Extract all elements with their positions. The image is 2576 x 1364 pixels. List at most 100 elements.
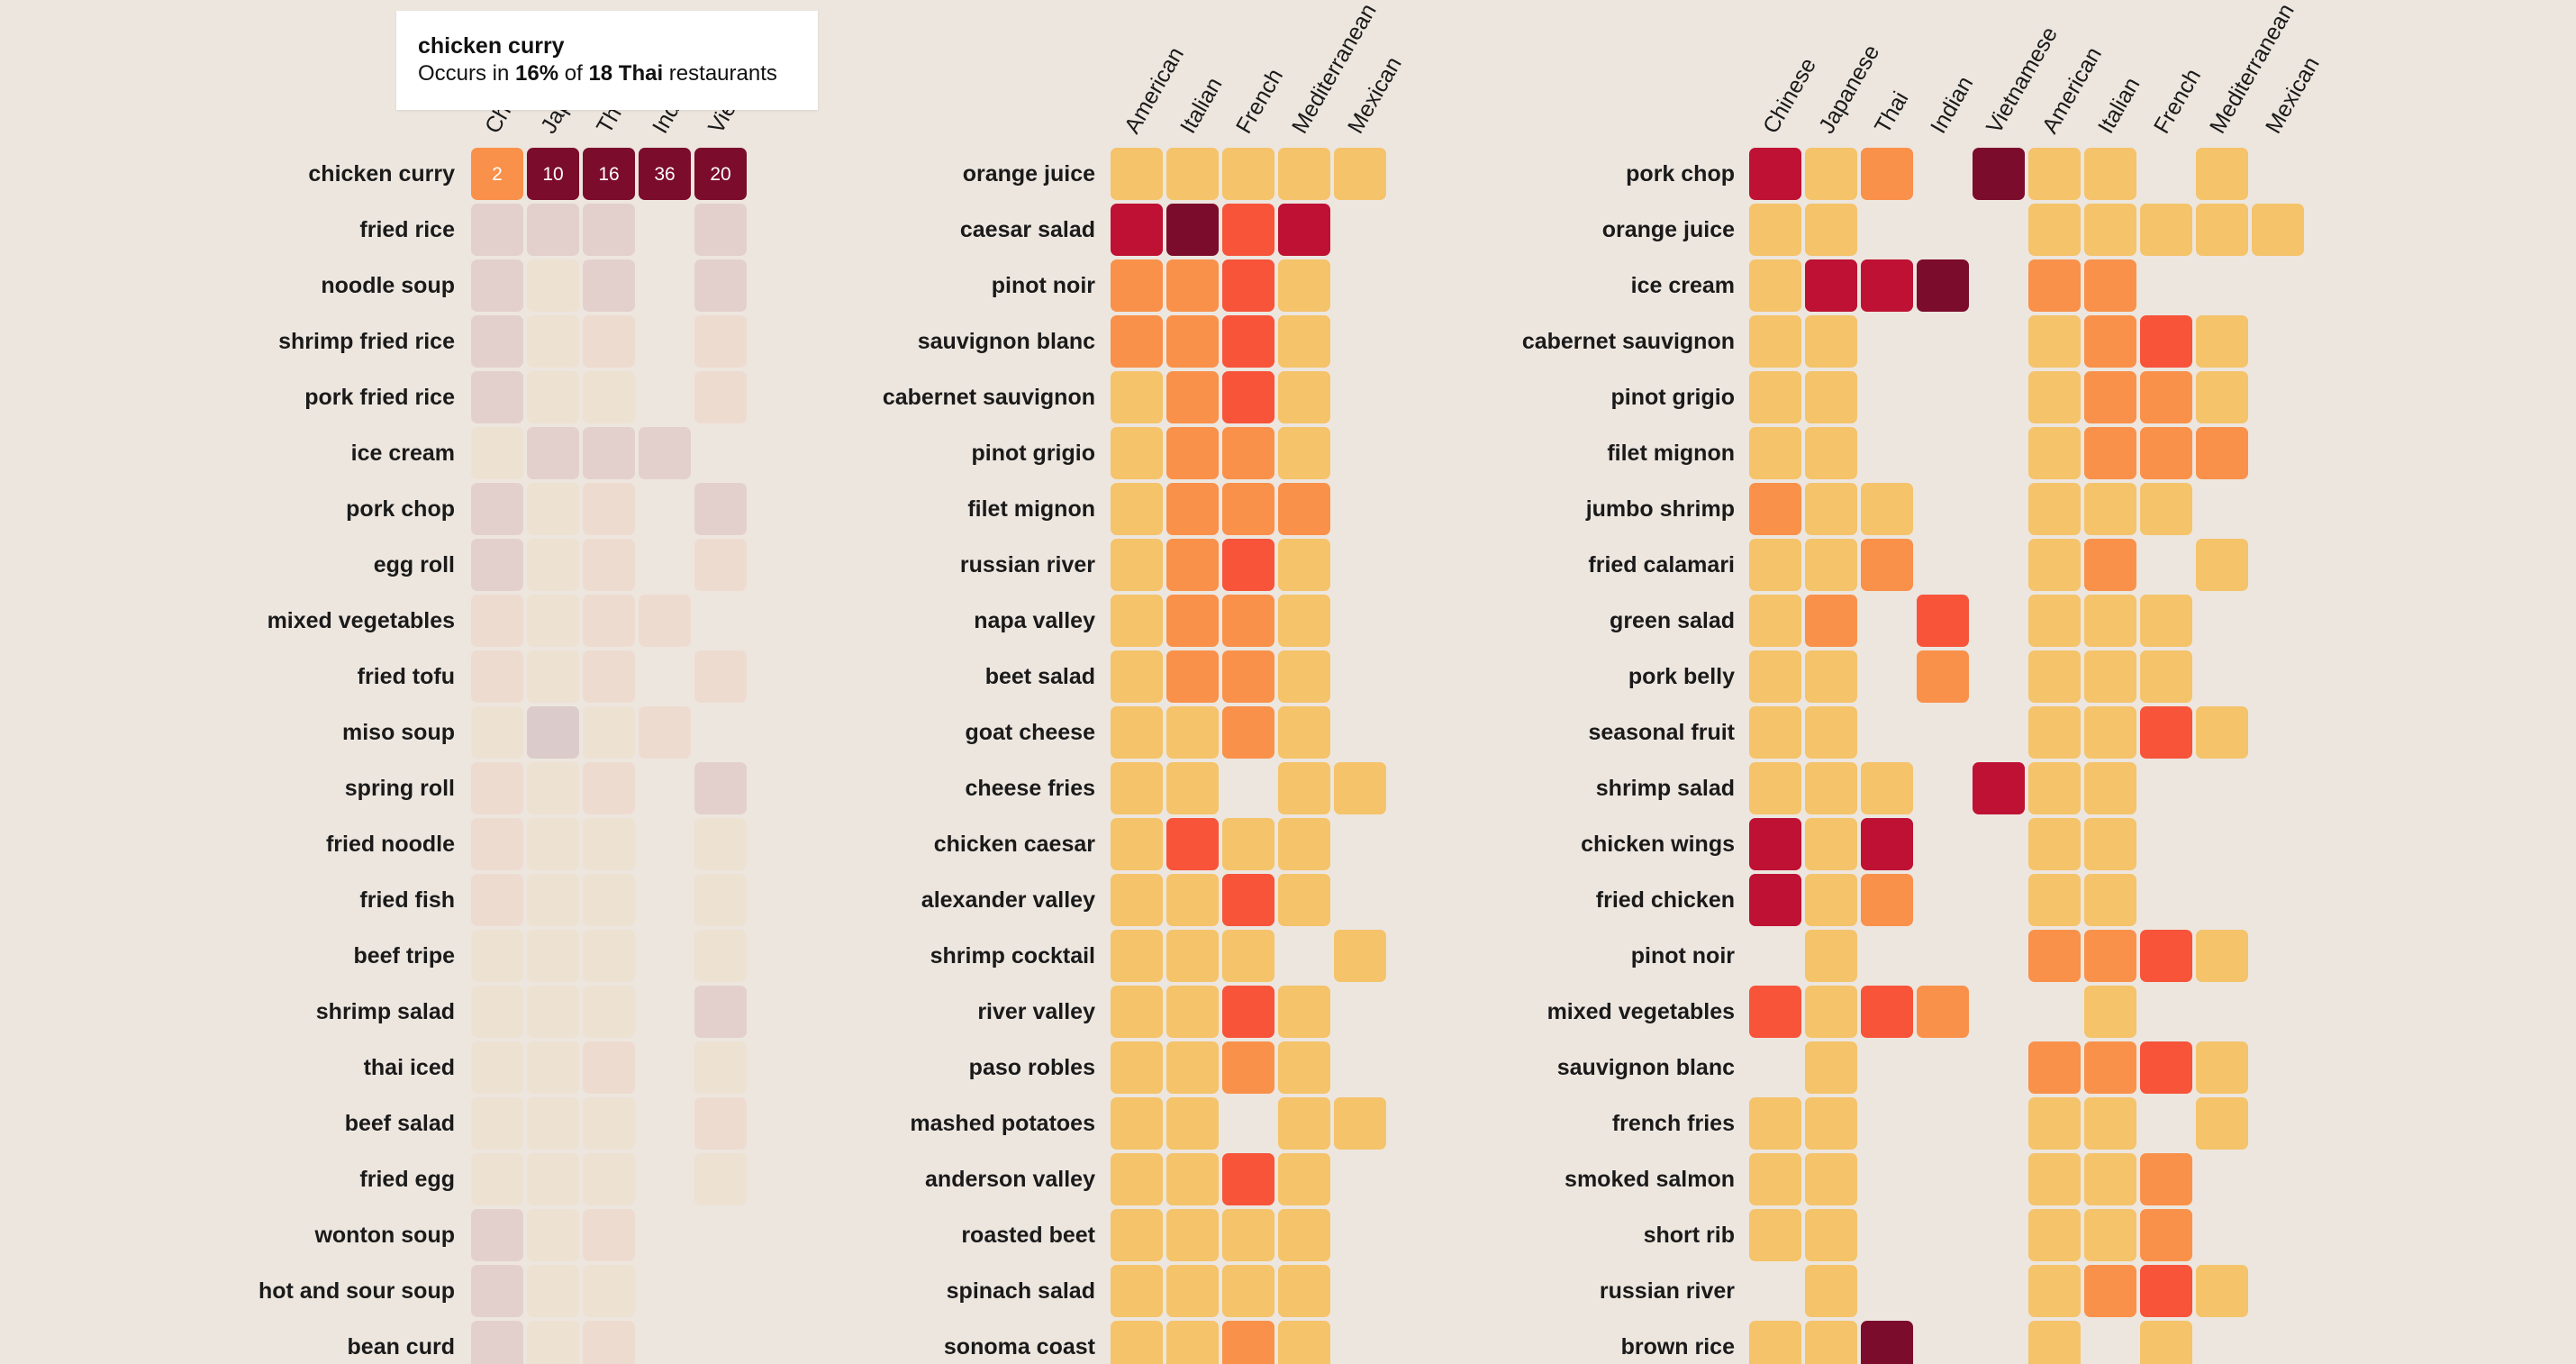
cell-shrimp-fried-rice-japanese[interactable] bbox=[527, 315, 579, 368]
cell-alexander-valley-mediterranean[interactable] bbox=[1278, 874, 1330, 926]
cell-pinot-noir-american[interactable] bbox=[2028, 930, 2081, 982]
cell-noodle-soup-vietnamese[interactable] bbox=[694, 259, 747, 312]
cell-jumbo-shrimp-italian[interactable] bbox=[2084, 483, 2136, 535]
cell-russian-river-american[interactable] bbox=[1111, 539, 1163, 591]
cell-ice-cream-italian[interactable] bbox=[2084, 259, 2136, 312]
cell-french-fries-chinese[interactable] bbox=[1749, 1097, 1801, 1150]
cell-green-salad-japanese[interactable] bbox=[1805, 595, 1857, 647]
cell-russian-river-italian[interactable] bbox=[2084, 1265, 2136, 1317]
cell-ice-cream-thai[interactable] bbox=[1861, 259, 1913, 312]
cell-smoked-salmon-american[interactable] bbox=[2028, 1153, 2081, 1205]
cell-thai-iced-thai[interactable] bbox=[583, 1041, 635, 1094]
cell-fried-noodle-japanese[interactable] bbox=[527, 818, 579, 870]
cell-filet-mignon-american[interactable] bbox=[1111, 483, 1163, 535]
cell-beet-salad-mediterranean[interactable] bbox=[1278, 650, 1330, 703]
cell-orange-juice-mediterranean[interactable] bbox=[2196, 204, 2248, 256]
cell-alexander-valley-american[interactable] bbox=[1111, 874, 1163, 926]
cell-filet-mignon-mediterranean[interactable] bbox=[1278, 483, 1330, 535]
cell-wonton-soup-japanese[interactable] bbox=[527, 1209, 579, 1261]
cell-anderson-valley-american[interactable] bbox=[1111, 1153, 1163, 1205]
cell-cabernet-sauvignon-italian[interactable] bbox=[1166, 371, 1219, 423]
cell-orange-juice-french[interactable] bbox=[2140, 204, 2192, 256]
cell-mashed-potatoes-mediterranean[interactable] bbox=[1278, 1097, 1330, 1150]
cell-shrimp-cocktail-italian[interactable] bbox=[1166, 930, 1219, 982]
cell-green-salad-indian[interactable] bbox=[1917, 595, 1969, 647]
cell-fried-chicken-thai[interactable] bbox=[1861, 874, 1913, 926]
cell-shrimp-cocktail-french[interactable] bbox=[1222, 930, 1274, 982]
cell-pork-fried-rice-thai[interactable] bbox=[583, 371, 635, 423]
cell-french-fries-japanese[interactable] bbox=[1805, 1097, 1857, 1150]
cell-sauvignon-blanc-mediterranean[interactable] bbox=[2196, 1041, 2248, 1094]
cell-pork-belly-italian[interactable] bbox=[2084, 650, 2136, 703]
cell-pork-chop-mediterranean[interactable] bbox=[2196, 148, 2248, 200]
cell-chicken-curry-chinese[interactable] bbox=[471, 148, 523, 200]
cell-green-salad-chinese[interactable] bbox=[1749, 595, 1801, 647]
cell-pork-chop-chinese[interactable] bbox=[471, 483, 523, 535]
cell-goat-cheese-italian[interactable] bbox=[1166, 706, 1219, 759]
cell-pork-chop-thai[interactable] bbox=[583, 483, 635, 535]
cell-mixed-vegetables-thai[interactable] bbox=[583, 595, 635, 647]
cell-shrimp-cocktail-american[interactable] bbox=[1111, 930, 1163, 982]
cell-caesar-salad-italian[interactable] bbox=[1166, 204, 1219, 256]
cell-pork-chop-vietnamese[interactable] bbox=[1973, 148, 2025, 200]
cell-beef-salad-vietnamese[interactable] bbox=[694, 1097, 747, 1150]
cell-miso-soup-japanese[interactable] bbox=[527, 706, 579, 759]
cell-spring-roll-thai[interactable] bbox=[583, 762, 635, 814]
cell-russian-river-mediterranean[interactable] bbox=[1278, 539, 1330, 591]
cell-sonoma-coast-french[interactable] bbox=[1222, 1321, 1274, 1364]
cell-chicken-wings-italian[interactable] bbox=[2084, 818, 2136, 870]
cell-spinach-salad-mediterranean[interactable] bbox=[1278, 1265, 1330, 1317]
cell-shrimp-salad-chinese[interactable] bbox=[471, 986, 523, 1038]
cell-filet-mignon-french[interactable] bbox=[1222, 483, 1274, 535]
cell-caesar-salad-french[interactable] bbox=[1222, 204, 1274, 256]
cell-chicken-wings-american[interactable] bbox=[2028, 818, 2081, 870]
cell-fried-tofu-thai[interactable] bbox=[583, 650, 635, 703]
cell-beef-salad-chinese[interactable] bbox=[471, 1097, 523, 1150]
cell-pork-chop-japanese[interactable] bbox=[1805, 148, 1857, 200]
cell-bean-curd-thai[interactable] bbox=[583, 1321, 635, 1364]
cell-orange-juice-mexican[interactable] bbox=[1334, 148, 1386, 200]
cell-alexander-valley-italian[interactable] bbox=[1166, 874, 1219, 926]
cell-pork-belly-japanese[interactable] bbox=[1805, 650, 1857, 703]
cell-brown-rice-thai[interactable] bbox=[1861, 1321, 1913, 1364]
cell-miso-soup-indian[interactable] bbox=[639, 706, 691, 759]
cell-sauvignon-blanc-japanese[interactable] bbox=[1805, 1041, 1857, 1094]
cell-fried-noodle-vietnamese[interactable] bbox=[694, 818, 747, 870]
cell-cabernet-sauvignon-american[interactable] bbox=[2028, 315, 2081, 368]
cell-fried-egg-thai[interactable] bbox=[583, 1153, 635, 1205]
cell-beef-salad-japanese[interactable] bbox=[527, 1097, 579, 1150]
cell-fried-calamari-thai[interactable] bbox=[1861, 539, 1913, 591]
cell-filet-mignon-mediterranean[interactable] bbox=[2196, 427, 2248, 479]
cell-mashed-potatoes-american[interactable] bbox=[1111, 1097, 1163, 1150]
cell-beet-salad-french[interactable] bbox=[1222, 650, 1274, 703]
cell-anderson-valley-french[interactable] bbox=[1222, 1153, 1274, 1205]
cell-shrimp-salad-thai[interactable] bbox=[1861, 762, 1913, 814]
cell-fried-egg-vietnamese[interactable] bbox=[694, 1153, 747, 1205]
cell-noodle-soup-thai[interactable] bbox=[583, 259, 635, 312]
cell-fried-rice-thai[interactable] bbox=[583, 204, 635, 256]
cell-goat-cheese-american[interactable] bbox=[1111, 706, 1163, 759]
cell-shrimp-salad-vietnamese[interactable] bbox=[1973, 762, 2025, 814]
cell-bean-curd-chinese[interactable] bbox=[471, 1321, 523, 1364]
cell-sauvignon-blanc-american[interactable] bbox=[2028, 1041, 2081, 1094]
cell-brown-rice-french[interactable] bbox=[2140, 1321, 2192, 1364]
cell-fried-chicken-italian[interactable] bbox=[2084, 874, 2136, 926]
cell-mixed-vegetables-chinese[interactable] bbox=[1749, 986, 1801, 1038]
cell-pork-chop-vietnamese[interactable] bbox=[694, 483, 747, 535]
cell-egg-roll-vietnamese[interactable] bbox=[694, 539, 747, 591]
cell-spinach-salad-italian[interactable] bbox=[1166, 1265, 1219, 1317]
cell-paso-robles-french[interactable] bbox=[1222, 1041, 1274, 1094]
cell-sauvignon-blanc-french[interactable] bbox=[2140, 1041, 2192, 1094]
cell-sonoma-coast-mediterranean[interactable] bbox=[1278, 1321, 1330, 1364]
cell-pinot-grigio-japanese[interactable] bbox=[1805, 371, 1857, 423]
cell-spinach-salad-american[interactable] bbox=[1111, 1265, 1163, 1317]
cell-orange-juice-italian[interactable] bbox=[1166, 148, 1219, 200]
cell-pinot-grigio-french[interactable] bbox=[2140, 371, 2192, 423]
cell-wonton-soup-thai[interactable] bbox=[583, 1209, 635, 1261]
cell-smoked-salmon-italian[interactable] bbox=[2084, 1153, 2136, 1205]
cell-seasonal-fruit-french[interactable] bbox=[2140, 706, 2192, 759]
cell-cabernet-sauvignon-mediterranean[interactable] bbox=[2196, 315, 2248, 368]
cell-sauvignon-blanc-italian[interactable] bbox=[2084, 1041, 2136, 1094]
cell-shrimp-salad-japanese[interactable] bbox=[1805, 762, 1857, 814]
cell-pork-fried-rice-japanese[interactable] bbox=[527, 371, 579, 423]
